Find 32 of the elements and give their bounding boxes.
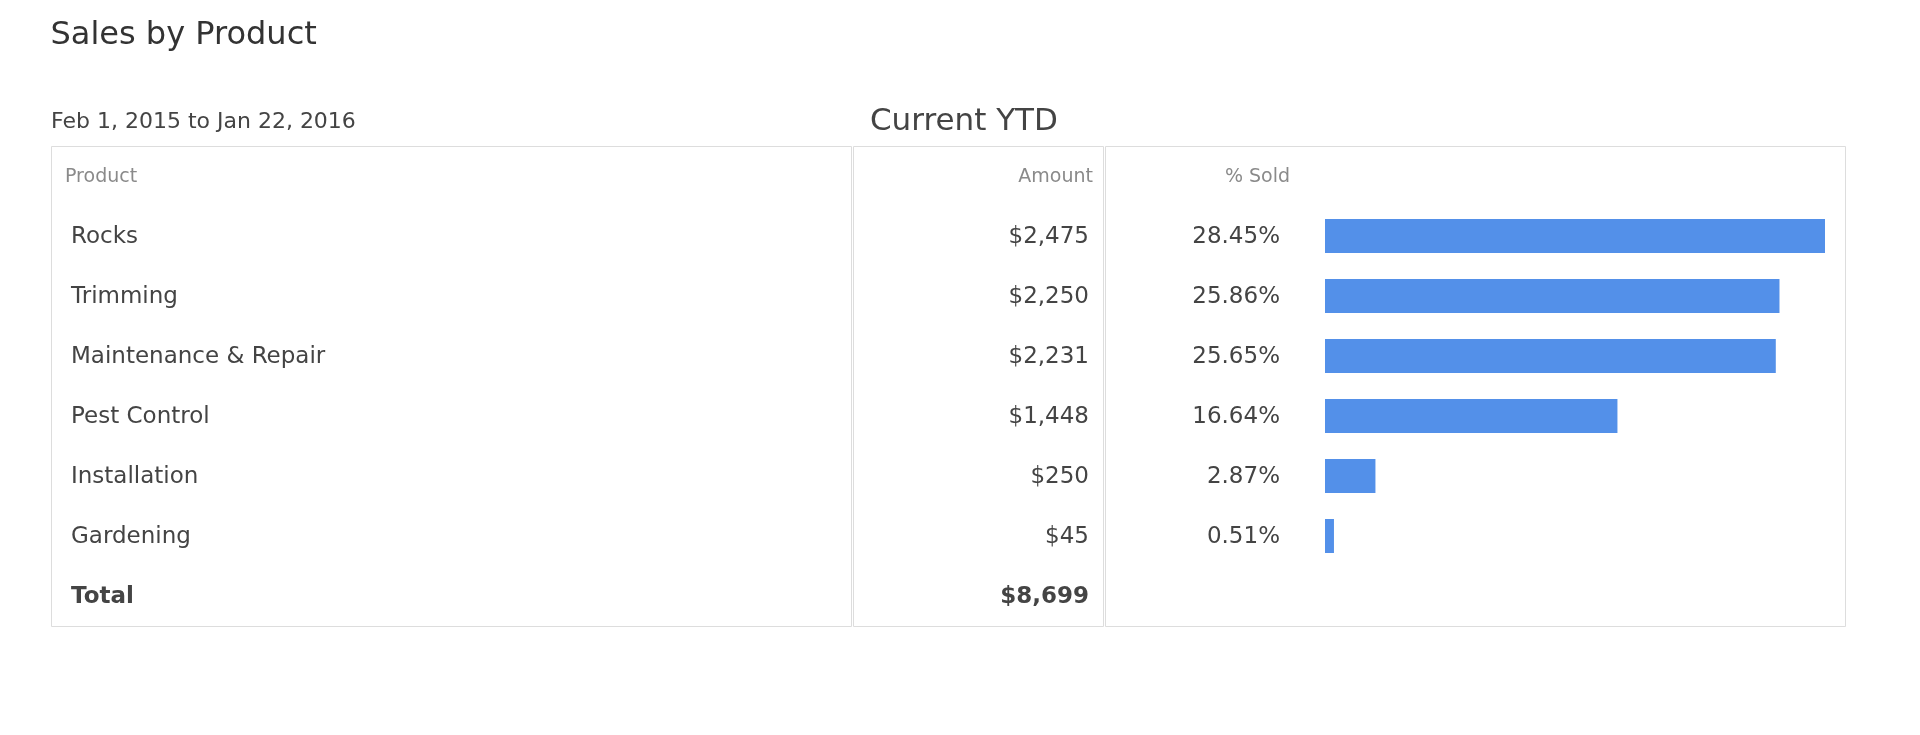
bar bbox=[1325, 399, 1618, 433]
bar bbox=[1325, 279, 1780, 313]
bar bbox=[1325, 459, 1376, 493]
text: $250 bbox=[1030, 462, 1089, 488]
bar bbox=[1325, 519, 1334, 553]
x-axis-title: % Sold bbox=[1224, 164, 1290, 186]
data-label: 28.45% bbox=[1192, 222, 1280, 248]
text: $1,448 bbox=[1008, 402, 1089, 428]
text: Current YTD bbox=[869, 101, 1058, 137]
data-label: 25.86% bbox=[1192, 282, 1280, 308]
y-tick-label: Gardening bbox=[71, 522, 191, 548]
data-label: 2.87% bbox=[1206, 462, 1280, 488]
text: $2,250 bbox=[1008, 282, 1089, 308]
text: $45 bbox=[1045, 522, 1089, 548]
y-axis-title: Product bbox=[65, 164, 138, 186]
text: Amount bbox=[1018, 164, 1093, 186]
y-tick-label: Rocks bbox=[71, 222, 138, 248]
text: $2,231 bbox=[1008, 342, 1089, 368]
bar bbox=[1325, 219, 1825, 253]
y-tick-label: Pest Control bbox=[71, 402, 210, 428]
y-tick-label: Installation bbox=[71, 462, 199, 488]
data-label: 16.64% bbox=[1192, 402, 1280, 428]
data-label: 25.65% bbox=[1192, 342, 1280, 368]
text: $2,475 bbox=[1008, 222, 1089, 248]
text: Feb 1, 2015 to Jan 22, 2016 bbox=[51, 108, 356, 133]
y-tick-label: Trimming bbox=[70, 282, 178, 308]
bar bbox=[1325, 339, 1776, 373]
text: Sales by Product bbox=[50, 14, 317, 52]
data-label: 0.51% bbox=[1206, 522, 1280, 548]
text: Total bbox=[71, 582, 134, 608]
text: $8,699 bbox=[1000, 582, 1089, 608]
y-tick-label: Maintenance & Repair bbox=[71, 342, 326, 368]
